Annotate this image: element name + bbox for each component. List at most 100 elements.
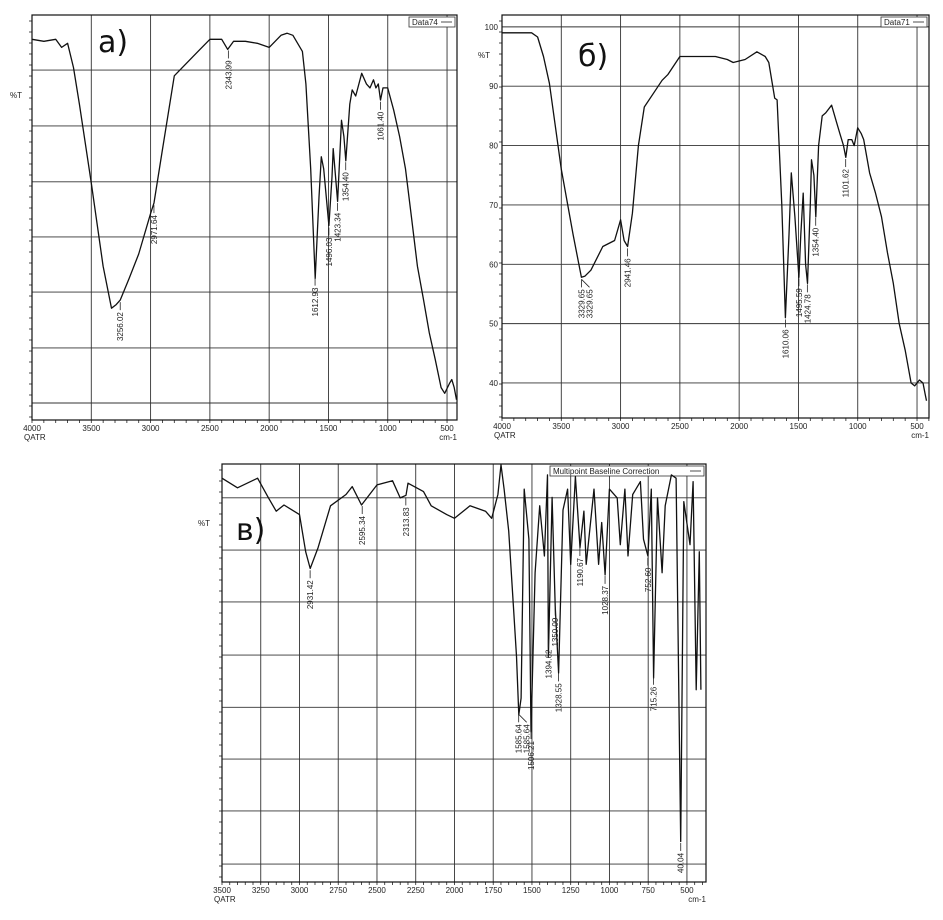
spectrum-line	[502, 32, 928, 401]
plot-frame	[501, 14, 930, 419]
legend-label: Multipoint Baseline Correction	[553, 467, 659, 476]
peak-label: 1495.59	[795, 288, 804, 317]
x-tick-label: 3250	[252, 886, 270, 895]
legend-label: Data74	[412, 18, 438, 27]
peak-label: 1506.21	[527, 741, 536, 770]
peak-label: 2941.46	[624, 258, 633, 287]
peak-marker: 1423.34	[334, 202, 343, 242]
peak-label: 2931.42	[306, 580, 315, 609]
x-axis-left-label: QATR	[24, 433, 46, 442]
peak-marker: 1612.93	[311, 277, 320, 316]
y-axis-label: %T	[10, 91, 22, 100]
x-tick-label: 1500	[320, 424, 338, 433]
legend-label: Data71	[884, 18, 910, 27]
spectrum-panel-1: 4000 3500 3000 2500 2000 1500 1000 500 %T QATR cm-…	[10, 14, 458, 442]
y-tick-label: 90	[489, 82, 498, 91]
x-tick-label: 1500	[523, 886, 541, 895]
x-tick-label: 3000	[291, 886, 309, 895]
x-tick-label: 1000	[849, 422, 867, 431]
peak-marker: 1350.09	[551, 607, 560, 647]
x-tick-label: 4000	[493, 422, 511, 431]
spectrum-line	[221, 464, 702, 843]
peak-label: 2595.34	[358, 515, 367, 544]
peak-marker: 1496.03	[325, 227, 334, 266]
peak-label: 2313.83	[402, 507, 411, 536]
x-tick-label: 3000	[142, 424, 160, 433]
peak-label: 1354.40	[812, 227, 821, 256]
peak-marker: 715.26	[650, 676, 659, 711]
peak-marker: 1028.37	[601, 575, 610, 615]
peak-marker: 1585.64	[515, 714, 524, 753]
x-tick-label: 2500	[368, 886, 386, 895]
y-tick-label: 50	[489, 320, 498, 329]
peak-label: 1350.09	[551, 617, 560, 646]
peak-label: 3329.65	[577, 289, 586, 318]
legend-box	[408, 16, 456, 28]
y-tick-label: 100	[485, 23, 499, 32]
spectrum-panel-3: 3500 3250 3000 2750 2500 2250 2000 1750 1500 1250…	[198, 463, 707, 904]
x-tick-label: 500	[910, 422, 924, 431]
peak-label: 2971.64	[150, 215, 159, 244]
plot-frame	[31, 14, 458, 421]
peak-label: 1612.93	[311, 287, 320, 316]
peak-marker: 2971.64	[150, 205, 159, 244]
peak-marker: 1328.55	[555, 673, 564, 712]
x-tick-label: 1250	[562, 886, 580, 895]
x-axis-left-label: QATR	[494, 431, 516, 440]
x-tick-label: 2500	[201, 424, 219, 433]
x-axis-unit-label: cm-1	[911, 431, 929, 440]
plot-frame	[221, 463, 707, 883]
x-axis-unit-label: cm-1	[439, 433, 457, 442]
peak-label: 1328.55	[555, 683, 564, 712]
peak-label: 752.60	[644, 567, 653, 592]
x-tick-label: 750	[642, 886, 656, 895]
x-tick-label: 3500	[552, 422, 570, 431]
x-tick-label: 500	[440, 424, 454, 433]
peak-marker: 1506.21	[527, 731, 536, 770]
x-tick-label: 2250	[407, 886, 425, 895]
x-tick-label: 3500	[82, 424, 100, 433]
peak-label: 1424.78	[803, 294, 812, 323]
peak-marker: 1101.62	[842, 159, 851, 197]
peak-label: 1423.34	[334, 212, 343, 241]
panel-letter: б)	[578, 39, 608, 74]
peak-label: 1585.64	[523, 724, 532, 753]
legend-box	[549, 465, 705, 477]
peak-label: 3329.65	[585, 289, 594, 318]
peak-marker: 1354.40	[812, 217, 821, 257]
y-tick-label: 40	[489, 379, 498, 388]
peak-label: 1394.62	[544, 649, 553, 678]
peak-label: 1585.64	[515, 724, 524, 753]
peak-marker: 1610.06	[781, 319, 790, 358]
x-axis-left-label: QATR	[214, 895, 236, 904]
peak-marker: 2931.42	[306, 570, 315, 609]
y-axis-label: %T	[478, 51, 490, 60]
peak-marker: 2343.99	[224, 50, 233, 89]
peak-marker: 1495.59	[795, 278, 804, 317]
peak-label: 1101.62	[842, 169, 851, 198]
x-axis-unit-label: cm-1	[688, 895, 706, 904]
peak-marker: 1424.78	[803, 284, 812, 323]
peak-label: 1028.37	[601, 585, 610, 614]
peak-marker: 1061.40	[376, 101, 385, 141]
peak-leader-line	[581, 279, 590, 288]
y-tick-label: 80	[489, 142, 498, 151]
peak-label: 1190.67	[576, 557, 585, 586]
x-tick-label: 3500	[213, 886, 231, 895]
peak-marker: 2595.34	[358, 506, 367, 545]
legend: Data71	[880, 16, 928, 28]
peak-label: 715.26	[650, 686, 659, 711]
peak-label: 1496.03	[325, 237, 334, 266]
spectrum-line	[31, 32, 458, 400]
x-tick-label: 2500	[671, 422, 689, 431]
peak-label: 1610.06	[781, 329, 790, 358]
peak-label: 1061.40	[376, 111, 385, 140]
panel-letter: в)	[236, 513, 265, 548]
legend: Multipoint Baseline Correction	[549, 465, 705, 477]
x-tick-label: 2000	[260, 424, 278, 433]
peak-marker: 2313.83	[402, 497, 411, 536]
x-tick-label: 1750	[484, 886, 502, 895]
x-tick-label: 1500	[790, 422, 808, 431]
peak-marker: 1354.40	[342, 162, 351, 201]
